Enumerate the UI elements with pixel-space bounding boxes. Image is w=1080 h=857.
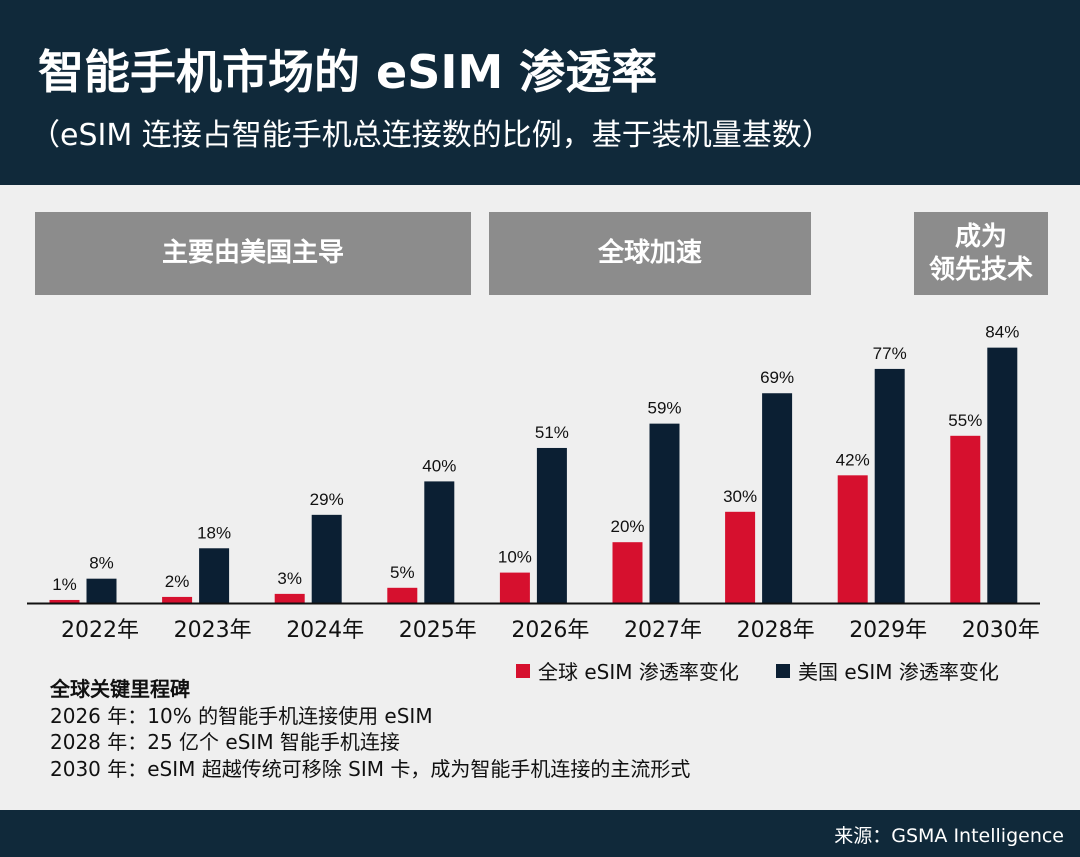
bar-global (49, 599, 80, 603)
data-label: 69% (760, 368, 794, 387)
milestones-heading: 全球关键里程碑 (50, 677, 190, 701)
x-tick-label: 2023年 (174, 618, 252, 643)
data-label: 29% (310, 490, 344, 509)
data-label: 42% (836, 450, 870, 469)
bar-global (837, 475, 868, 603)
x-tick-label: 2029年 (849, 618, 927, 643)
milestone-item: 2026 年：10% 的智能手机连接使用 eSIM (50, 703, 433, 728)
data-label: 1% (52, 575, 77, 594)
x-tick-label: 2026年 (511, 618, 589, 643)
bar-us (311, 514, 342, 603)
legend-label: 全球 eSIM 渗透率变化 (538, 660, 739, 684)
bar-global (725, 511, 756, 603)
milestones: 全球关键里程碑 2026 年：10% 的智能手机连接使用 eSIM 2028 年… (50, 676, 690, 782)
x-tick-label: 2030年 (962, 618, 1040, 643)
data-label: 2% (165, 572, 190, 591)
x-tick-label: 2028年 (737, 618, 815, 643)
data-label: 20% (610, 517, 644, 536)
legend-swatch-us (776, 663, 790, 678)
data-label: 30% (723, 487, 757, 506)
bar-us (424, 481, 455, 603)
milestone-item: 2030 年：eSIM 超越传统可移除 SIM 卡，成为智能手机连接的主流形式 (50, 756, 691, 781)
data-label: 3% (277, 569, 302, 588)
bar-us (536, 447, 567, 603)
bar-global (162, 596, 193, 603)
footer: 来源：GSMA Intelligence (0, 810, 1080, 857)
bar-us (199, 548, 230, 603)
x-tick-label: 2027年 (624, 618, 702, 643)
milestone-item: 2028 年：25 亿个 eSIM 智能手机连接 (50, 730, 400, 754)
bar-global (274, 593, 305, 603)
data-label: 51% (535, 423, 569, 442)
data-label: 18% (197, 523, 231, 542)
bar-global (612, 542, 643, 603)
page-title: 智能手机市场的 eSIM 渗透率 (38, 45, 658, 99)
data-label: 77% (873, 344, 907, 363)
bar-us (762, 393, 793, 603)
bar-global (387, 587, 418, 603)
page-subtitle: （eSIM 连接占智能手机总连接数的比例，基于装机量基数） (30, 118, 832, 153)
bar-global (950, 435, 981, 603)
bar-global (499, 572, 530, 603)
data-label: 5% (390, 563, 415, 582)
bar-us (987, 347, 1018, 603)
data-label: 10% (498, 548, 532, 567)
phase-banner-leading-tech: 成为 领先技术 (914, 212, 1048, 295)
header: 智能手机市场的 eSIM 渗透率 （eSIM 连接占智能手机总连接数的比例，基于… (0, 0, 1080, 185)
source-text: 来源：GSMA Intelligence (834, 825, 1064, 847)
data-label: 8% (89, 554, 114, 573)
bar-us (874, 368, 905, 603)
data-label: 55% (948, 411, 982, 430)
x-tick-label: 2025年 (399, 618, 477, 643)
legend-item-global: 全球 eSIM 渗透率变化 (516, 656, 739, 685)
legend-item-us: 美国 eSIM 渗透率变化 (776, 656, 999, 685)
data-label: 59% (647, 399, 681, 418)
data-label: 40% (422, 456, 456, 475)
phase-banner-global-acceleration: 全球加速 (489, 212, 811, 295)
legend-swatch-global (516, 663, 530, 678)
x-tick-label: 2024年 (286, 618, 364, 643)
data-label: 84% (985, 323, 1019, 342)
legend-label: 美国 eSIM 渗透率变化 (798, 660, 999, 684)
bar-us (649, 423, 680, 603)
x-tick-label: 2022年 (61, 618, 139, 643)
phase-banner-us-led: 主要由美国主导 (35, 212, 471, 295)
bar-us (86, 578, 117, 603)
